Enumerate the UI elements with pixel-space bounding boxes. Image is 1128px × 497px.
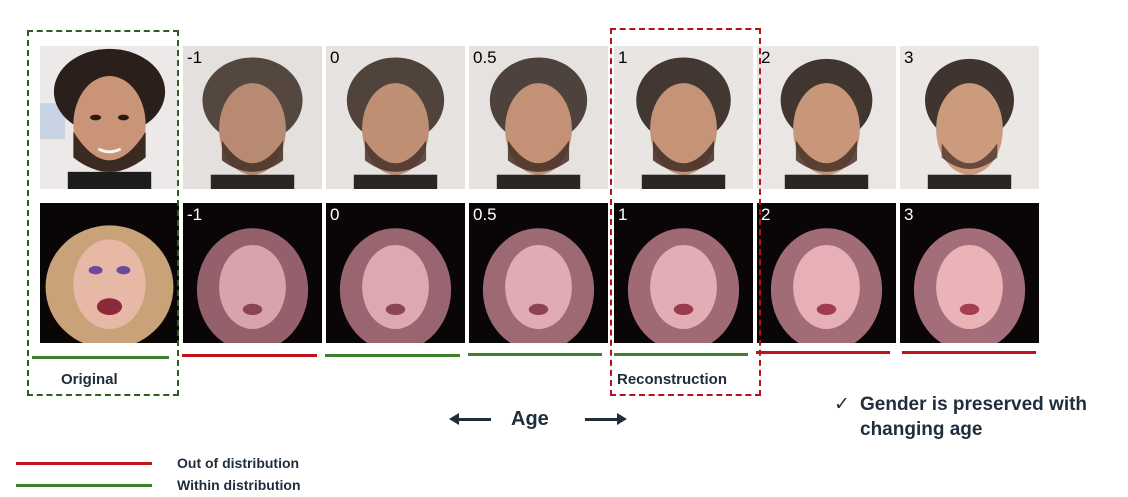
face-icon bbox=[900, 46, 1039, 189]
coefficient-label: -1 bbox=[187, 48, 203, 67]
coefficient-label: 0.5 bbox=[473, 205, 497, 224]
face-icon bbox=[614, 46, 753, 189]
face-icon bbox=[757, 203, 896, 343]
reconstruction-caption: Reconstruction bbox=[617, 371, 728, 388]
age-axis: Age bbox=[449, 404, 627, 434]
female-face-coef0.5: 0.5 bbox=[469, 203, 608, 343]
face-icon bbox=[183, 203, 322, 343]
coefficient-label: 0 bbox=[330, 48, 340, 67]
face-icon bbox=[40, 203, 179, 343]
male-original-photo bbox=[40, 46, 179, 189]
coefficient-label: 2 bbox=[761, 205, 771, 224]
male-face-coef0: 0 bbox=[326, 46, 465, 189]
coefficient-label: 3 bbox=[904, 48, 914, 67]
distribution-underline bbox=[902, 351, 1036, 354]
coefficient-label: -1 bbox=[187, 205, 203, 224]
male-face-coef1: 1 bbox=[614, 46, 753, 189]
coefficient-label: 1 bbox=[618, 48, 628, 67]
coefficient-label: 2 bbox=[761, 48, 771, 67]
face-icon bbox=[326, 203, 465, 343]
female-face-coef-1: -1 bbox=[183, 203, 322, 343]
male-face-coef-1: -1 bbox=[183, 46, 322, 189]
face-icon bbox=[326, 46, 465, 189]
male-face-coef2: 2 bbox=[757, 46, 896, 189]
gender-note: ✓ Gender is preserved with changing age bbox=[834, 392, 1124, 442]
legend-line-within bbox=[16, 484, 152, 487]
face-icon bbox=[614, 203, 753, 343]
legend-label-out: Out of distribution bbox=[177, 455, 300, 471]
coefficient-label: 0.5 bbox=[473, 48, 497, 67]
male-face-coef3: 3 bbox=[900, 46, 1039, 189]
distribution-underline bbox=[614, 353, 748, 356]
face-icon bbox=[757, 46, 896, 189]
face-icon bbox=[183, 46, 322, 189]
right-arrow-icon bbox=[585, 413, 627, 425]
male-face-coef0.5: 0.5 bbox=[469, 46, 608, 189]
distribution-underline bbox=[32, 356, 169, 359]
female-face-coef3: 3 bbox=[900, 203, 1039, 343]
female-face-coef1: 1 bbox=[614, 203, 753, 343]
gender-note-text: Gender is preserved with changing age bbox=[860, 394, 1088, 440]
distribution-underline bbox=[325, 354, 460, 357]
female-original-photo bbox=[40, 203, 179, 343]
distribution-underline bbox=[468, 353, 602, 356]
coefficient-label: 3 bbox=[904, 205, 914, 224]
female-face-coef0: 0 bbox=[326, 203, 465, 343]
distribution-underline bbox=[756, 351, 890, 354]
coefficient-label: 1 bbox=[618, 205, 628, 224]
face-icon bbox=[40, 46, 179, 189]
coefficient-label: 0 bbox=[330, 205, 340, 224]
original-box bbox=[27, 30, 179, 396]
reconstruction-box bbox=[610, 28, 761, 396]
face-icon bbox=[469, 203, 608, 343]
legend-line-out bbox=[16, 462, 152, 465]
left-arrow-icon bbox=[449, 413, 491, 425]
distribution-underline bbox=[182, 354, 317, 357]
legend-label-within: Within distribution bbox=[177, 477, 301, 493]
face-icon bbox=[900, 203, 1039, 343]
checkmark-icon: ✓ bbox=[834, 394, 850, 415]
face-icon bbox=[469, 46, 608, 189]
original-caption: Original bbox=[61, 371, 118, 388]
female-face-coef2: 2 bbox=[757, 203, 896, 343]
age-label: Age bbox=[511, 408, 549, 430]
